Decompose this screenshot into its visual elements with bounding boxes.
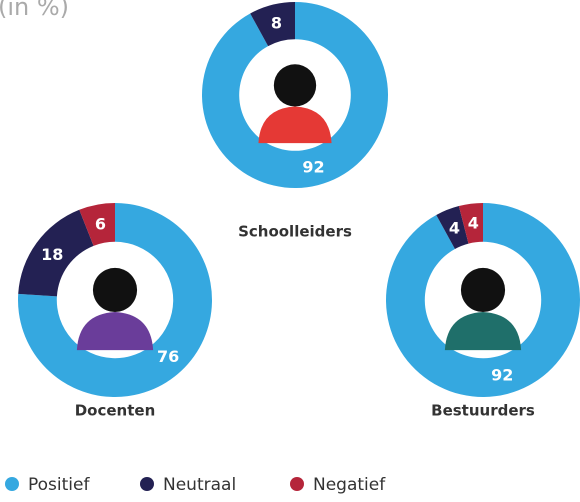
chart-title: Docenten	[75, 402, 156, 420]
value-label: 8	[271, 13, 282, 32]
donut-segment	[17, 203, 213, 397]
donut-segment	[436, 206, 469, 249]
subtitle: (in %)	[0, 0, 69, 21]
donut-segment	[79, 203, 115, 246]
legend-marker	[5, 477, 19, 491]
figure-body	[258, 106, 332, 144]
value-label: 76	[157, 347, 179, 366]
legend-label: Negatief	[313, 475, 386, 495]
donut-segment	[202, 2, 388, 189]
value-label: 92	[302, 158, 324, 177]
donut-segment	[385, 203, 580, 397]
figure-head	[460, 267, 506, 313]
donut-segment	[250, 2, 295, 47]
value-label: 18	[41, 245, 63, 264]
donut-segment	[458, 203, 483, 244]
value-label: 4	[468, 214, 479, 233]
figure-head	[92, 267, 138, 313]
chart-title: Bestuurders	[431, 402, 535, 420]
chart-title: Schoolleiders	[238, 223, 352, 241]
value-label: 6	[95, 214, 106, 233]
value-label: 4	[449, 218, 460, 237]
legend-label: Positief	[28, 475, 90, 495]
figure-body	[444, 312, 522, 351]
figure-body	[76, 312, 154, 351]
donut-segment	[18, 209, 94, 297]
value-label: 92	[491, 366, 513, 385]
figure-head	[273, 64, 317, 107]
legend-marker	[290, 477, 304, 491]
legend-label: Neutraal	[163, 475, 236, 495]
legend-marker	[140, 477, 154, 491]
